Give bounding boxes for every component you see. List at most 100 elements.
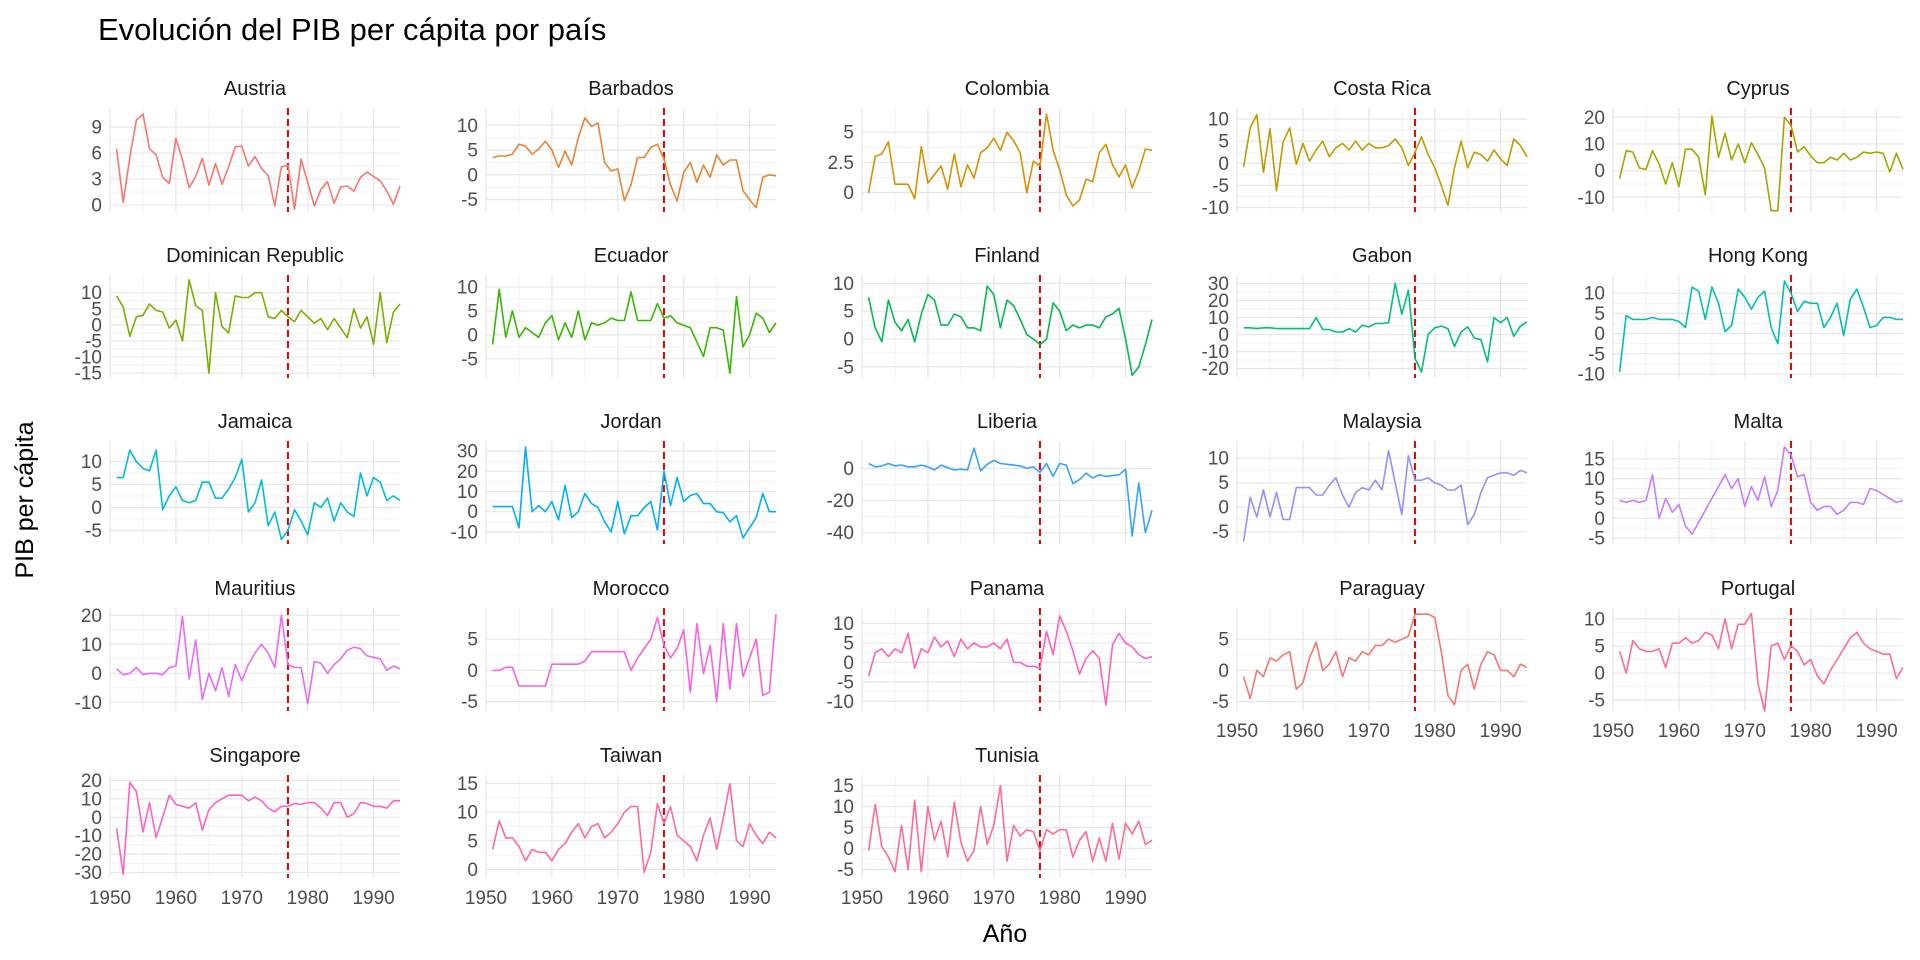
facet-panel: Taiwan 0 5 10 15 1950 1960 1970 1980 1990 (457, 745, 777, 909)
series-line (492, 614, 777, 703)
y-tick-label: 0 (91, 196, 102, 217)
series-line (1618, 115, 1904, 212)
y-tick-label: 0 (467, 165, 478, 186)
series-line (1242, 113, 1528, 207)
series-line (115, 278, 401, 375)
panel-title: Austria (224, 78, 287, 100)
y-tick-label: 0 (843, 839, 854, 860)
y-tick-label: 0 (91, 664, 102, 685)
series-line (1618, 280, 1903, 372)
x-tick-label: 1970 (597, 888, 639, 909)
panel-title: Colombia (965, 78, 1050, 100)
y-tick-label: 10 (457, 803, 478, 824)
panel-title: Tunisia (975, 745, 1040, 767)
x-tick-label: 1960 (155, 888, 197, 909)
y-tick-label: -10 (1202, 342, 1229, 363)
facet-panel: Portugal -5 0 5 10 1950 1960 1970 1980 1990 (1584, 578, 1904, 742)
series-line (491, 782, 777, 874)
facet-panel: Barbados -5 0 5 10 (457, 78, 777, 212)
y-tick-label: -5 (1588, 691, 1605, 712)
series-line (116, 449, 401, 541)
y-tick-label: -15 (75, 364, 102, 385)
y-tick-label: 10 (1208, 110, 1229, 131)
panel-title: Liberia (977, 411, 1038, 433)
series-line (1618, 612, 1904, 712)
y-tick-label: 10 (1584, 609, 1605, 630)
y-tick-label: -10 (75, 693, 102, 714)
x-tick-label: 1980 (663, 888, 705, 909)
x-tick-label: 1950 (1216, 721, 1258, 742)
panel-title: Morocco (593, 578, 670, 600)
y-tick-label: 10 (1584, 135, 1605, 156)
y-tick-label: -5 (461, 190, 478, 211)
x-tick-label: 1990 (1479, 721, 1521, 742)
x-tick-label: 1990 (1855, 721, 1897, 742)
y-tick-label: 0 (91, 808, 102, 829)
panel-title: Malaysia (1343, 411, 1423, 433)
y-tick-label: 0 (1594, 324, 1605, 345)
y-tick-label: 0 (1218, 325, 1229, 346)
y-tick-label: -10 (1578, 188, 1605, 209)
y-tick-label: 0 (1594, 161, 1605, 182)
panel-title: Jamaica (218, 411, 293, 433)
y-tick-label: 0 (467, 860, 478, 881)
y-tick-label: -5 (837, 860, 854, 881)
panel-title: Panama (970, 578, 1045, 600)
y-tick-label: 20 (81, 771, 102, 792)
y-tick-label: -5 (461, 692, 478, 713)
y-tick-label: 5 (1594, 304, 1605, 325)
facet-panel: Ecuador -5 0 5 10 (457, 245, 777, 378)
y-tick-label: 15 (457, 774, 478, 795)
panel-title: Dominican Republic (166, 245, 344, 267)
series-line (492, 446, 776, 539)
facet-panel: Malaysia -5 0 5 10 (1208, 411, 1528, 544)
x-tick-label: 1980 (1414, 721, 1456, 742)
series-line (491, 288, 777, 375)
y-tick-label: 5 (467, 630, 478, 651)
series-line (1242, 613, 1528, 706)
facet-panel: Colombia 0 2.5 5 (828, 78, 1153, 212)
panel-title: Barbados (588, 78, 674, 100)
y-tick-label: -5 (1212, 522, 1229, 543)
y-tick-label: 10 (1208, 449, 1229, 470)
y-tick-label: 5 (843, 633, 854, 654)
y-tick-label: 10 (1208, 308, 1229, 329)
y-tick-label: 6 (91, 144, 102, 165)
y-tick-label: -10 (75, 348, 102, 369)
y-tick-label: -5 (85, 331, 102, 352)
y-tick-label: -5 (1588, 529, 1605, 550)
y-tick-label: -5 (1588, 344, 1605, 365)
panel-title: Ecuador (594, 245, 669, 267)
y-tick-label: 0 (467, 661, 478, 682)
y-tick-label: 10 (1584, 284, 1605, 305)
y-tick-label: 5 (843, 302, 854, 323)
y-tick-label: 0 (1594, 664, 1605, 685)
y-tick-label: -10 (1202, 198, 1229, 219)
panel-title: Hong Kong (1708, 245, 1808, 267)
y-tick-label: 5 (467, 141, 478, 162)
series-line (867, 285, 1153, 377)
y-tick-label: 0 (843, 183, 854, 204)
series-line (492, 117, 777, 209)
y-tick-label: 10 (1584, 469, 1605, 490)
x-tick-label: 1950 (465, 888, 507, 909)
y-tick-label: 0 (467, 502, 478, 523)
y-tick-label: -5 (85, 521, 102, 542)
series-line (867, 614, 1153, 707)
x-tick-label: 1960 (907, 888, 949, 909)
y-tick-label: 5 (1218, 630, 1229, 651)
x-tick-label: 1990 (352, 888, 394, 909)
y-tick-label: 9 (91, 118, 102, 139)
y-tick-label: 0 (843, 459, 854, 480)
panel-title: Finland (974, 245, 1040, 267)
series-line (1243, 282, 1528, 373)
y-tick-label: 20 (81, 606, 102, 627)
y-tick-label: 2.5 (828, 153, 854, 174)
y-tick-label: 10 (457, 482, 478, 503)
x-tick-label: 1960 (1658, 721, 1700, 742)
